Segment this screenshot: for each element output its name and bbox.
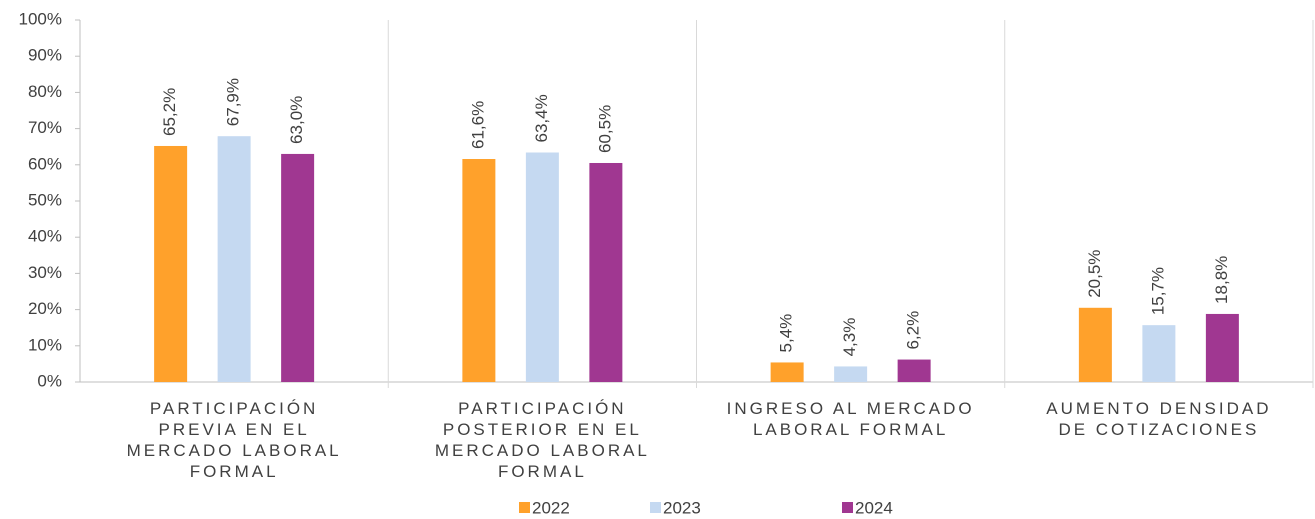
y-tick-label: 10% — [28, 335, 62, 354]
y-tick-label: 50% — [28, 190, 62, 209]
bar — [154, 145, 188, 382]
y-tick-label: 100% — [19, 9, 62, 28]
y-tick-label: 40% — [28, 227, 62, 246]
data-label: 67,9% — [224, 78, 243, 126]
data-label: 63,4% — [532, 94, 551, 142]
data-label: 65,2% — [160, 88, 179, 136]
x-tick-label: AUMENTO DENSIDAD DE COTIZACIONES — [1046, 399, 1272, 439]
bar — [281, 153, 315, 382]
data-label: 20,5% — [1085, 250, 1104, 298]
bar — [834, 366, 868, 382]
data-label: 4,3% — [840, 318, 859, 357]
y-tick-label: 60% — [28, 154, 62, 173]
y-tick-label: 0% — [37, 371, 62, 390]
bar — [1078, 307, 1112, 382]
data-label: 15,7% — [1148, 267, 1167, 315]
data-label: 63,0% — [287, 96, 306, 144]
data-label: 5,4% — [777, 314, 796, 353]
x-tick-label: PARTICIPACIÓN PREVIA EN EL MERCADO LABOR… — [126, 399, 342, 481]
y-tick-label: 80% — [28, 82, 62, 101]
bar — [1205, 313, 1239, 382]
y-tick-label: 70% — [28, 118, 62, 137]
bar — [217, 136, 251, 382]
bar — [1142, 325, 1176, 382]
data-label: 61,6% — [468, 101, 487, 149]
legend-label: 2023 — [663, 498, 701, 517]
bar — [462, 159, 496, 382]
x-tick-label: INGRESO AL MERCADO LABORAL FORMAL — [726, 399, 975, 439]
legend-swatch — [519, 502, 530, 513]
y-tick-label: 30% — [28, 263, 62, 282]
bar — [897, 359, 931, 382]
x-tick-label: PARTICIPACIÓN POSTERIOR EN EL MERCADO LA… — [434, 399, 650, 481]
legend-swatch — [650, 502, 661, 513]
data-label: 6,2% — [904, 311, 923, 350]
bar — [589, 162, 623, 382]
data-label: 18,8% — [1212, 256, 1231, 304]
bar — [525, 152, 559, 382]
legend-swatch — [842, 502, 853, 513]
y-tick-label: 90% — [28, 46, 62, 65]
y-tick-label: 20% — [28, 299, 62, 318]
data-label: 60,5% — [595, 105, 614, 153]
legend-label: 2022 — [532, 498, 570, 517]
legend-label: 2024 — [855, 498, 893, 517]
bar — [770, 362, 804, 382]
